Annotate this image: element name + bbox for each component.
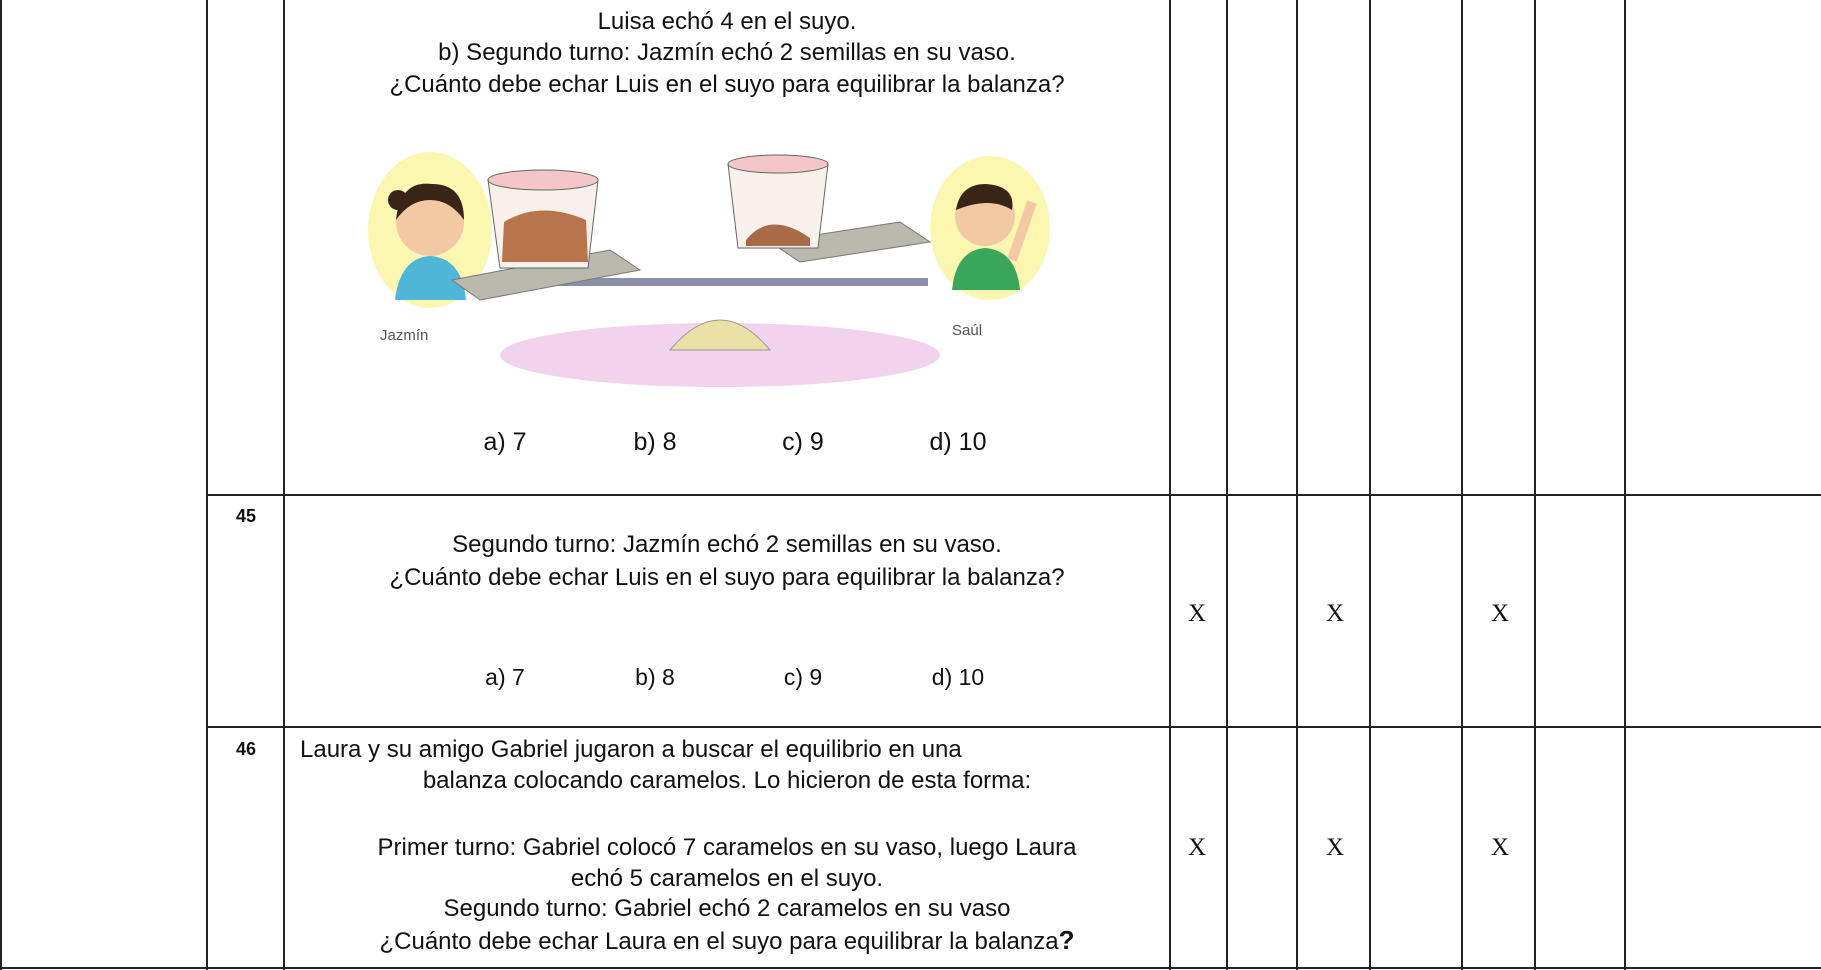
question-line: balanza colocando caramelos. Lo hicieron… (422, 767, 1032, 794)
border (1461, 0, 1463, 970)
answer-option: b) 8 (635, 664, 675, 690)
question-line: Segundo turno: Gabriel echó 2 caramelos … (443, 895, 1011, 922)
answer-option: d) 10 (931, 664, 985, 690)
question-line: Laura y su amigo Gabriel jugaron a busca… (300, 736, 962, 763)
check-mark: X (1325, 600, 1345, 627)
border (206, 0, 208, 970)
border (0, 0, 2, 970)
check-mark: X (1325, 834, 1345, 861)
image-label: Saúl (952, 322, 982, 339)
item-number: 46 (236, 739, 257, 759)
border (1534, 0, 1536, 970)
border (1369, 0, 1371, 970)
border (1226, 0, 1228, 970)
question-line: Luisa echó 4 en el suyo. (597, 8, 857, 35)
answer-option: a) 7 (485, 664, 525, 690)
question-line: Primer turno: Gabriel colocó 7 caramelos… (377, 834, 1077, 861)
answer-option: b) 8 (633, 428, 677, 456)
item-number: 45 (236, 506, 257, 526)
border (1169, 0, 1171, 970)
question-line: ¿Cuánto debe echar Luis en el suyo para … (389, 564, 1065, 591)
check-mark: X (1187, 600, 1207, 627)
question-line: Segundo turno: Jazmín echó 2 semillas en… (452, 531, 1002, 558)
answer-option: a) 7 (483, 428, 527, 456)
question-line: b) Segundo turno: Jazmín echó 2 semillas… (438, 39, 1016, 66)
question-line: ¿Cuánto debe echar Luis en el suyo para … (389, 71, 1065, 98)
question-text: ¿Cuánto debe echar Laura en el suyo para… (379, 928, 1059, 955)
question-mark: ? (1058, 925, 1075, 955)
question-line: ¿Cuánto debe echar Laura en el suyo para… (284, 925, 1170, 957)
illustration: Jazmín Saúl (368, 152, 1050, 387)
check-mark: X (1187, 834, 1207, 861)
answer-option: d) 10 (929, 428, 987, 456)
answer-option: c) 9 (782, 428, 824, 456)
border (207, 726, 1821, 728)
border (1296, 0, 1298, 970)
question-line: echó 5 caramelos en el suyo. (570, 865, 884, 892)
check-mark: X (1490, 834, 1510, 861)
answer-option: c) 9 (783, 664, 823, 690)
border (283, 0, 285, 970)
border (207, 494, 1821, 496)
image-label: Jazmín (380, 327, 428, 344)
check-mark: X (1490, 600, 1510, 627)
border (1624, 0, 1626, 970)
border (0, 967, 1821, 969)
